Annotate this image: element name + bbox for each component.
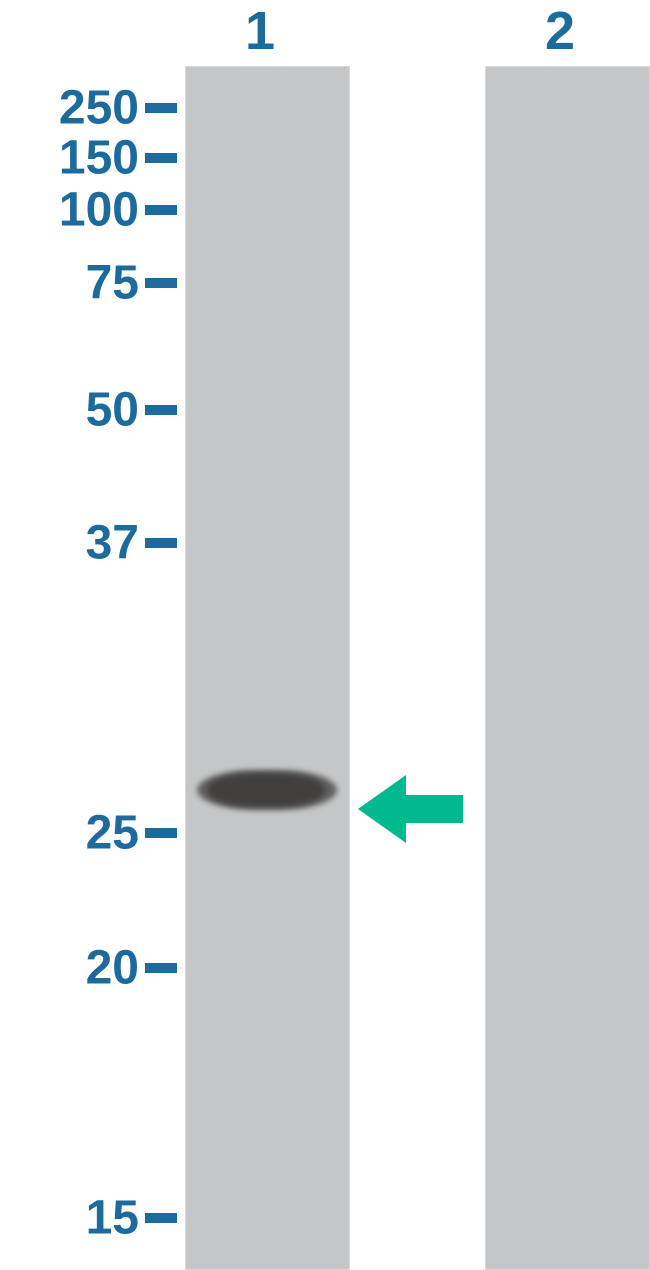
mw-marker-label: 50 — [86, 383, 145, 438]
band-indicator-arrow — [358, 775, 463, 843]
lane-2-label: 2 — [545, 0, 575, 62]
mw-marker-label: 20 — [86, 941, 145, 996]
blot-figure: 1 2 250150100 75 50 37 25 20 15 — [0, 0, 650, 1270]
mw-marker-tick — [145, 153, 177, 163]
mw-marker-tick — [145, 963, 177, 973]
mw-marker-label: 37 — [86, 516, 145, 571]
mw-marker-label: 15 — [86, 1191, 145, 1246]
arrow-stem — [406, 795, 463, 823]
mw-marker-tick — [145, 538, 177, 548]
lane-1-label: 1 — [245, 0, 275, 62]
mw-marker-label: 150 — [59, 131, 145, 186]
arrow-head-icon — [358, 775, 406, 843]
mw-marker-tick — [145, 103, 177, 113]
mw-marker-label: 25 — [86, 806, 145, 861]
mw-marker-label: 250 — [59, 81, 145, 136]
mw-marker-tick — [145, 1213, 177, 1223]
mw-marker-label: 75 — [86, 256, 145, 311]
mw-marker-label: 100 — [59, 183, 145, 238]
protein-band — [207, 773, 325, 807]
mw-marker-tick — [145, 205, 177, 215]
mw-marker-tick — [145, 828, 177, 838]
lane-1 — [185, 66, 350, 1270]
mw-marker-tick — [145, 278, 177, 288]
lane-2 — [485, 66, 650, 1270]
mw-marker-tick — [145, 405, 177, 415]
